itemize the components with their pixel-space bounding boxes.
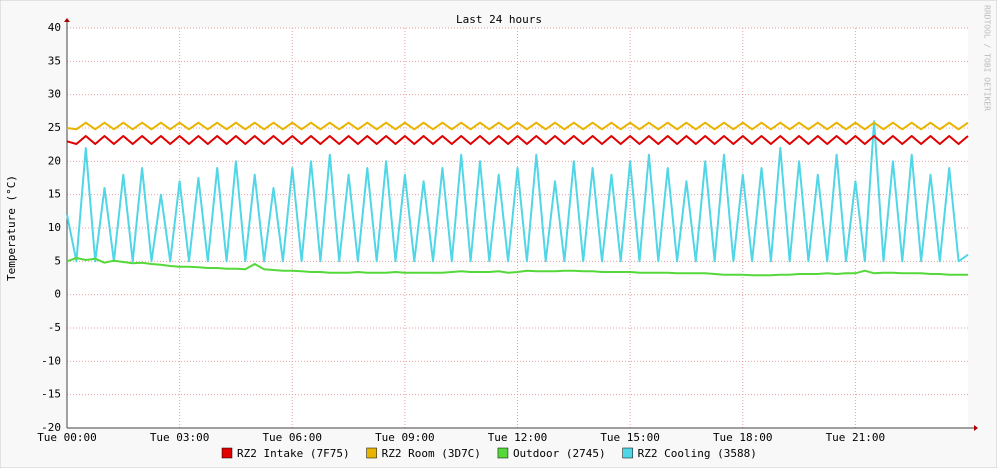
series-line — [66, 120, 969, 263]
x-tick-label: Tue 18:00 — [713, 431, 773, 444]
x-tick-label: Tue 03:00 — [150, 431, 210, 444]
y-tick-label: 15 — [48, 188, 61, 201]
y-tick-label: -10 — [41, 354, 61, 367]
x-tick-label: Tue 00:00 — [37, 431, 97, 444]
axis-arrow — [974, 425, 978, 431]
x-tick-label: Tue 15:00 — [600, 431, 660, 444]
y-tick-label: 35 — [48, 54, 61, 67]
series-line — [66, 257, 968, 277]
y-tick-label: -20 — [41, 421, 61, 434]
series-line — [66, 135, 969, 145]
series-line — [66, 121, 969, 131]
x-tick-label: Tue 12:00 — [488, 431, 548, 444]
y-tick-label: 10 — [48, 221, 61, 234]
y-tick-label: -15 — [41, 388, 61, 401]
y-tick-label: -5 — [48, 321, 61, 334]
legend-swatch — [622, 447, 633, 459]
legend-label: RZ2 Intake (7F75) — [237, 447, 350, 460]
y-tick-label: 30 — [48, 88, 61, 101]
legend-swatch — [366, 447, 377, 459]
y-tick-label: 20 — [48, 154, 61, 167]
x-tick-label: Tue 09:00 — [375, 431, 435, 444]
legend-swatch — [221, 447, 233, 459]
legend-label: RZ2 Room (3D7C) — [382, 447, 481, 460]
legend-label: RZ2 Cooling (3588) — [638, 447, 757, 460]
y-tick-label: 0 — [54, 288, 61, 301]
y-axis-label: Temperature (°C) — [5, 175, 18, 281]
watermark: RRDTOOL / TOBI OETIKER — [983, 5, 992, 111]
y-tick-label: 5 — [54, 254, 61, 267]
axis-arrow — [64, 18, 70, 22]
y-tick-label: 25 — [48, 121, 61, 134]
legend-label: Outdoor (2745) — [513, 447, 606, 460]
chart-title: Last 24 hours — [456, 13, 542, 26]
y-tick-label: 40 — [48, 21, 61, 34]
x-tick-label: Tue 21:00 — [826, 431, 886, 444]
x-tick-label: Tue 06:00 — [262, 431, 322, 444]
legend-swatch — [497, 447, 509, 459]
